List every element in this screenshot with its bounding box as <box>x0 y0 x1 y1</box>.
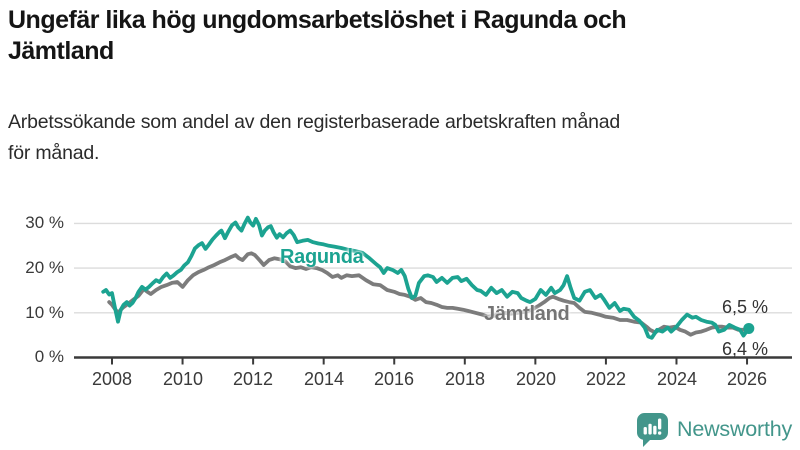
y-tick-label-0: 0 % <box>34 347 64 366</box>
subtitle-line-2: för månad. <box>8 142 100 164</box>
x-tick-label-2014: 2014 <box>303 369 345 389</box>
newsworthy-logo[interactable]: Newsworthy <box>636 412 792 448</box>
x-tick-label-2010: 2010 <box>162 369 204 389</box>
ragunda-end-dot <box>743 322 755 334</box>
page-title: Ungefär lika hög ungdomsarbetslöshet i R… <box>8 5 627 67</box>
series-label-ragunda: Ragunda <box>280 246 364 268</box>
end-value-label-jamtland: 6,4 % <box>721 339 768 359</box>
x-tick-label-2008: 2008 <box>91 369 133 389</box>
y-tick-label-20: 20 % <box>25 258 64 277</box>
newsworthy-logo-text: Newsworthy <box>677 417 793 441</box>
x-tick-label-2026: 2026 <box>726 369 768 389</box>
subtitle-line-1: Arbetssökande som andel av den registerb… <box>8 111 621 133</box>
x-tick-label-2024: 2024 <box>656 369 698 389</box>
x-tick-label-2022: 2022 <box>585 369 627 389</box>
jämtland-line <box>107 251 751 337</box>
x-tick-label-2016: 2016 <box>373 369 415 389</box>
title-line-2: Jämtland <box>8 37 114 65</box>
x-tick-label-2012: 2012 <box>232 369 274 389</box>
y-tick-label-10: 10 % <box>25 303 64 322</box>
ragunda-line <box>101 215 751 340</box>
title-line-1: Ungefär lika hög ungdomsarbetslöshet i R… <box>8 6 627 34</box>
end-value-label-ragunda: 6,5 % <box>721 297 768 317</box>
x-tick-label-2018: 2018 <box>444 369 486 389</box>
newsworthy-logo-icon <box>637 413 668 447</box>
series-label-jamtland: Jämtland <box>484 303 570 325</box>
chart-subtitle: Arbetssökande som andel av den registerb… <box>8 107 620 169</box>
y-tick-label-30: 30 % <box>25 213 64 232</box>
x-tick-label-2020: 2020 <box>515 369 557 389</box>
